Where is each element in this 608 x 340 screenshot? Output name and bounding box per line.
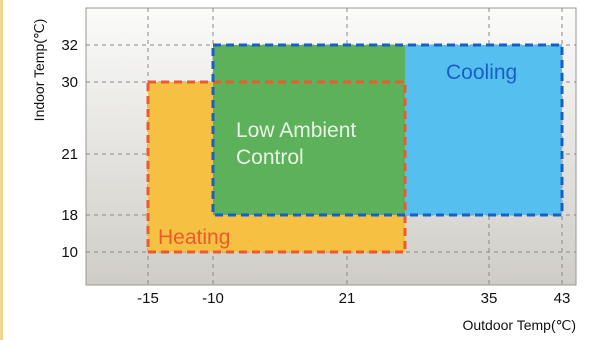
x-tick-label: 43	[554, 290, 571, 307]
y-tick-label: 18	[61, 207, 78, 224]
x-tick-label: -10	[202, 290, 224, 307]
tick-labels: -15 -10 21 35 43 10 18 21 30 32	[61, 37, 570, 307]
y-axis-title: Indoor Temp(℃)	[31, 19, 47, 122]
y-tick-label: 30	[61, 74, 78, 91]
y-tick-label: 21	[61, 146, 78, 163]
x-tick-label: 35	[481, 290, 498, 307]
cooling-region	[405, 45, 562, 215]
left-edge-strip	[0, 0, 3, 340]
region-outlines	[146, 43, 564, 254]
heating-border	[146, 80, 407, 254]
y-tick-label: 32	[61, 37, 78, 54]
region-labels: Cooling Low Ambient Control Heating	[158, 61, 517, 249]
x-axis-title: Outdoor Temp(℃)	[462, 317, 576, 333]
axis-titles: Outdoor Temp(℃) Indoor Temp(℃)	[31, 19, 576, 333]
y-tick-label: 10	[61, 244, 78, 261]
region-label-low-ambient-2: Control	[236, 146, 304, 169]
low-ambient-control-region	[213, 45, 405, 215]
region-label-low-ambient-1: Low Ambient	[236, 119, 356, 142]
x-tick-label: -15	[137, 290, 159, 307]
cooling-outline-border	[211, 43, 564, 217]
region-label-cooling: Cooling	[446, 61, 517, 84]
region-label-heating: Heating	[158, 226, 230, 249]
regions	[148, 45, 562, 252]
x-tick-label: 21	[339, 290, 356, 307]
